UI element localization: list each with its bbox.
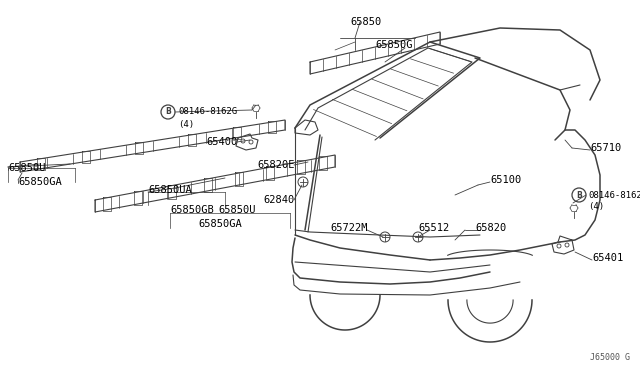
Text: 65850U: 65850U <box>218 205 255 215</box>
Text: 62840: 62840 <box>264 195 295 205</box>
Text: B: B <box>576 190 582 199</box>
Text: (4): (4) <box>588 202 604 212</box>
Text: J65000 G: J65000 G <box>590 353 630 362</box>
Text: 08146-8162G: 08146-8162G <box>588 190 640 199</box>
Text: 65401: 65401 <box>592 253 623 263</box>
Text: 65850GB: 65850GB <box>170 205 214 215</box>
Text: 65100: 65100 <box>490 175 521 185</box>
Text: 65850UA: 65850UA <box>148 185 192 195</box>
Text: 65850U: 65850U <box>8 163 45 173</box>
Text: 65850: 65850 <box>350 17 381 27</box>
Text: (4): (4) <box>178 119 194 128</box>
Text: 65850GA: 65850GA <box>198 219 242 229</box>
Text: 08146-8162G: 08146-8162G <box>178 108 237 116</box>
Text: 65820: 65820 <box>475 223 506 233</box>
Text: 65820E: 65820E <box>257 160 295 170</box>
Text: 65710: 65710 <box>590 143 621 153</box>
Text: B: B <box>165 108 171 116</box>
Text: 65400: 65400 <box>207 137 238 147</box>
Text: 65850GA: 65850GA <box>18 177 61 187</box>
Text: 65850G: 65850G <box>375 40 413 50</box>
Text: 65512: 65512 <box>418 223 449 233</box>
Text: 65722M: 65722M <box>330 223 368 233</box>
